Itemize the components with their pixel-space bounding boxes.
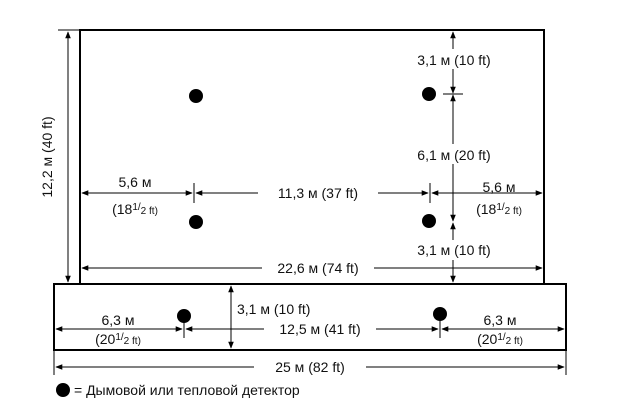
lower-room-outline [53,283,567,351]
lower-center-label: 12,5 м (41 ft) [279,321,360,337]
detector-lower-left [177,309,191,323]
detector-upper-right-top [422,87,436,101]
bottom-right-gap-label: 3,1 м (10 ft) [417,242,490,258]
width-upper-label: 22,6 м (74 ft) [277,260,358,276]
extension-lines [53,29,567,375]
center-upper-label: 11,3 м (37 ft) [278,185,358,201]
lower-left-gap-ft-label: (201/2 ft) [95,331,141,347]
detector-upper-left-top [189,89,203,103]
legend-detector-icon [56,383,70,397]
top-right-gap-label: 3,1 м (10 ft) [417,52,490,68]
mid-right-gap-label: 6,1 м (20 ft) [417,147,490,163]
height-label: 12,2 м (40 ft) [39,116,55,197]
detector-lower-right [433,307,447,321]
lower-left-gap-label: 6,3 м [102,312,135,328]
left-gap-upper-ft-label: (181/2 ft) [112,201,158,217]
right-gap-upper-label: 5,6 м [483,179,516,195]
detector-upper-left-bottom [189,215,203,229]
lower-vertical-label: 3,1 м (10 ft) [237,301,310,317]
total-width-label: 25 м (82 ft) [275,359,345,375]
lower-right-gap-ft-label: (201/2 ft) [477,331,523,347]
lower-right-gap-label: 6,3 м [484,312,517,328]
right-gap-upper-ft-label: (181/2 ft) [476,201,522,217]
left-gap-upper-label: 5,6 м [119,174,152,190]
detector-upper-right-bottom [422,214,436,228]
legend-text: = Дымовой или тепловой детектор [74,382,300,398]
